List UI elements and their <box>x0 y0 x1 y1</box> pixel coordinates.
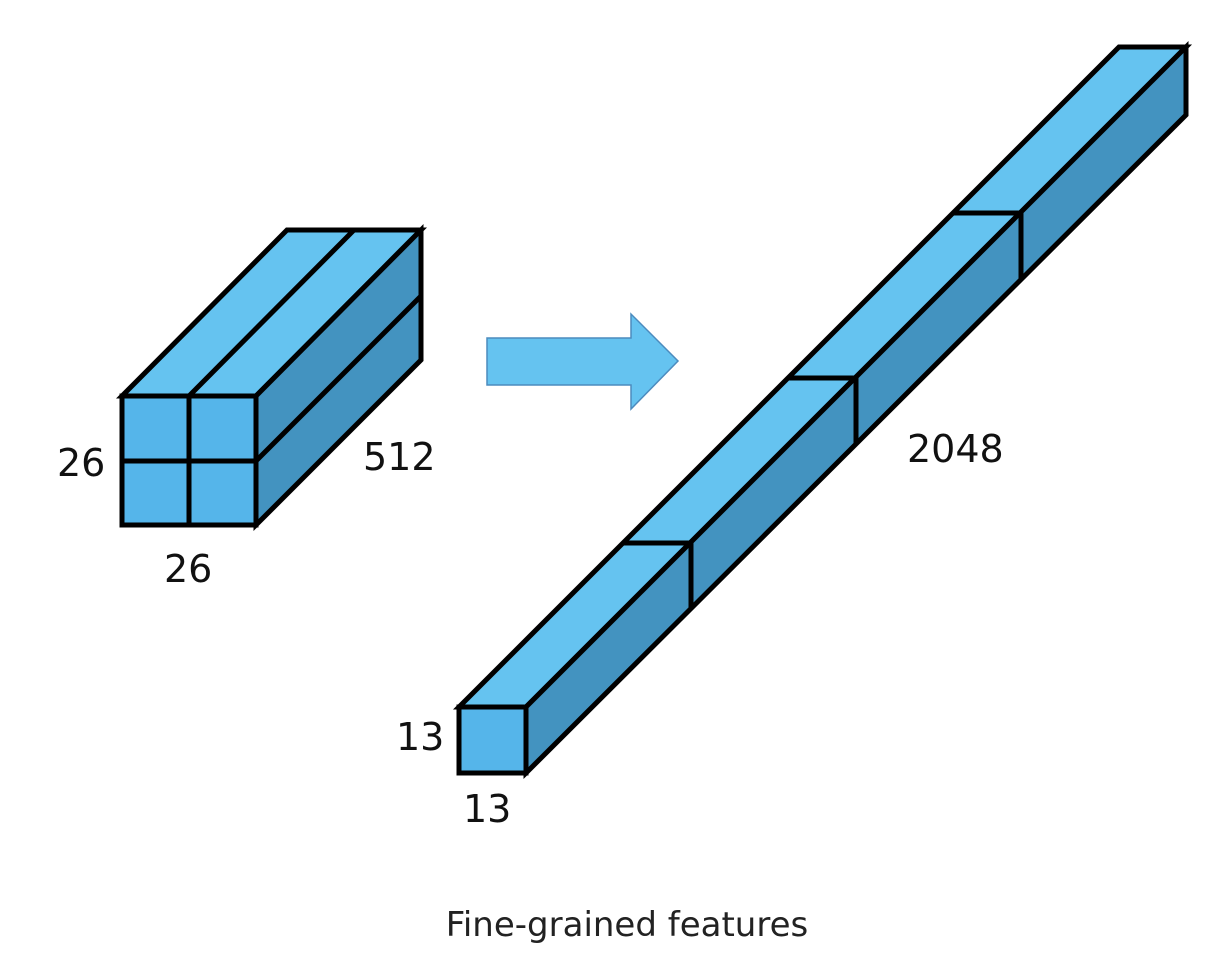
input-tensor-block <box>115 223 428 532</box>
output-segment-divider <box>789 375 859 443</box>
output-depth-label: 2048 <box>907 427 1004 471</box>
input-depth-label: 512 <box>363 435 436 479</box>
caption: Fine-grained features <box>446 905 808 945</box>
right-arrow-icon <box>486 312 680 411</box>
input-height-label: 26 <box>57 441 105 485</box>
output-height-label: 13 <box>396 715 444 759</box>
output-tensor-block <box>452 40 1193 780</box>
input-top-divider <box>187 228 356 398</box>
input-width-label: 26 <box>164 547 212 591</box>
input-side-divider <box>254 294 423 463</box>
output-tensor-front-face <box>456 704 529 776</box>
output-segment-divider <box>954 210 1024 279</box>
output-segment-divider <box>624 540 694 608</box>
output-width-label: 13 <box>463 787 511 831</box>
